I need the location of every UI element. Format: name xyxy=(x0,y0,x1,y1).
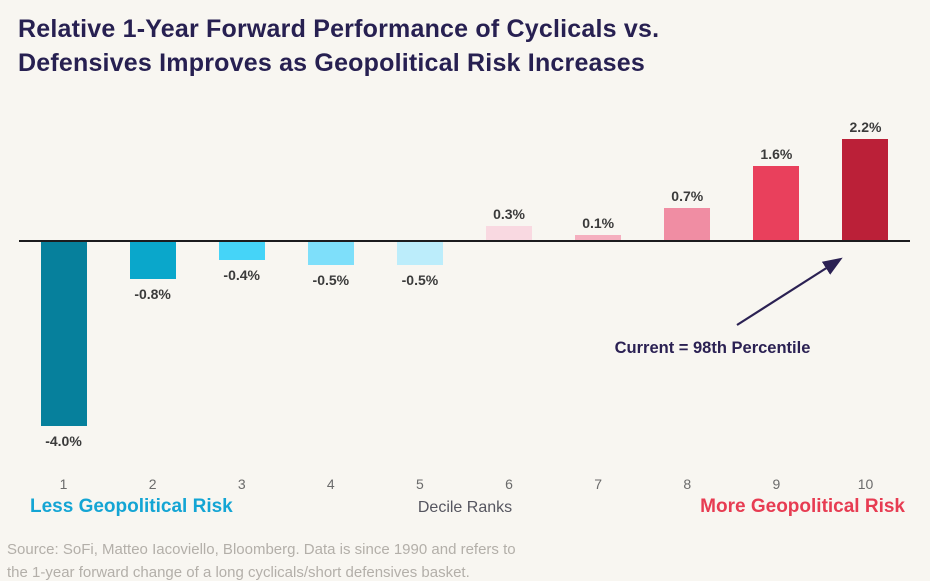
bar-value-label-decile-10: 2.2% xyxy=(849,119,882,135)
chart-title-line1: Relative 1-Year Forward Performance of C… xyxy=(18,15,660,43)
x-axis-line xyxy=(19,240,910,242)
source-note-line1: Source: SoFi, Matteo Iacoviello, Bloombe… xyxy=(7,541,516,558)
bar-value-label-decile-2: -0.8% xyxy=(134,286,171,302)
source-note-line2: the 1-year forward change of a long cycl… xyxy=(7,564,470,581)
bar-value-label-decile-4: -0.5% xyxy=(312,272,350,288)
bar-value-label-decile-1: -4.0% xyxy=(45,433,82,449)
x-axis-left-caption: Less Geopolitical Risk xyxy=(30,496,233,517)
bar-decile-5 xyxy=(396,242,443,265)
bar-value-label-decile-9: 1.6% xyxy=(760,146,793,162)
bar-value-label-decile-7: 0.1% xyxy=(582,215,615,231)
bar-decile-6 xyxy=(486,226,533,240)
bar-value-label-decile-5: -0.5% xyxy=(401,272,439,288)
bar-decile-4 xyxy=(307,242,354,265)
bar-value-label-decile-3: -0.4% xyxy=(223,267,260,283)
chart-title: Relative 1-Year Forward Performance of C… xyxy=(18,12,659,80)
bar-value-label-decile-8: 0.7% xyxy=(671,188,704,204)
source-note: Source: SoFi, Matteo Iacoviello, Bloombe… xyxy=(7,538,516,581)
x-tick-7: 7 xyxy=(594,476,603,492)
annotation-arrow-icon xyxy=(736,257,843,326)
x-tick-1: 1 xyxy=(59,476,68,492)
x-tick-5: 5 xyxy=(416,476,424,492)
x-tick-9: 9 xyxy=(772,476,781,492)
x-axis-title: Decile Ranks xyxy=(417,499,513,516)
x-tick-10: 10 xyxy=(857,476,874,492)
x-tick-6: 6 xyxy=(505,476,513,492)
x-axis-right-caption: More Geopolitical Risk xyxy=(700,496,905,517)
bar-decile-7 xyxy=(575,235,622,240)
x-tick-3: 3 xyxy=(237,476,246,492)
bar-decile-1 xyxy=(40,242,87,426)
annotation-label: Current = 98th Percentile xyxy=(614,339,811,357)
bar-decile-2 xyxy=(129,242,176,279)
bar-decile-8 xyxy=(664,208,711,240)
bar-decile-10 xyxy=(842,139,889,240)
bar-decile-3 xyxy=(218,242,265,260)
x-tick-4: 4 xyxy=(326,476,335,492)
chart-title-line2: Defensives Improves as Geopolitical Risk… xyxy=(18,49,645,77)
bar-decile-9 xyxy=(753,166,800,240)
bar-value-label-decile-6: 0.3% xyxy=(493,206,525,222)
x-tick-8: 8 xyxy=(683,476,692,492)
x-tick-2: 2 xyxy=(148,476,157,492)
